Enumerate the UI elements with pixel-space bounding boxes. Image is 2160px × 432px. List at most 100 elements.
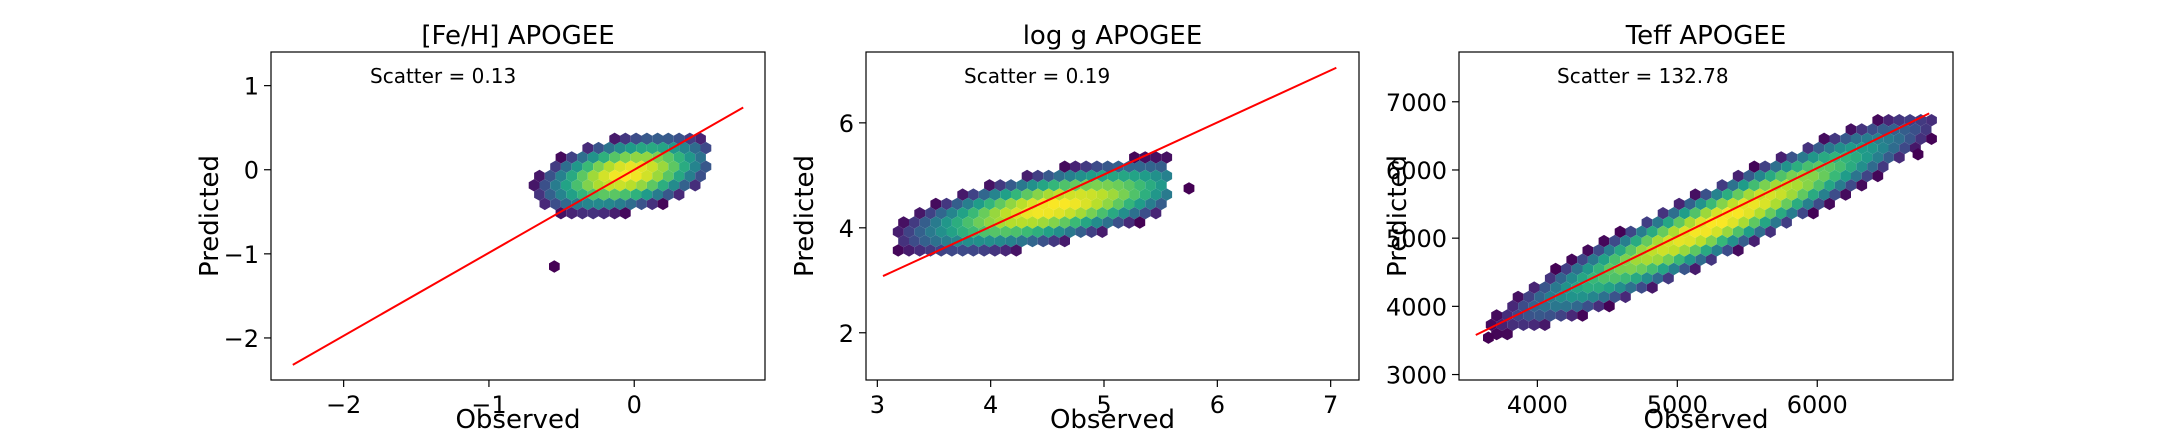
- hexbin-cell: [587, 151, 599, 164]
- hexbin-cell: [625, 179, 637, 192]
- x-axis-label: Observed: [1050, 405, 1175, 432]
- hexbin-cell: [609, 188, 620, 201]
- hexbin-cell: [1150, 151, 1162, 164]
- hexbin-cell: [1893, 151, 1905, 164]
- hexbin-cell: [593, 197, 604, 211]
- hexbin-cell: [1145, 179, 1156, 192]
- hexbin-cell: [1107, 207, 1119, 220]
- hexbin-cell: [1139, 207, 1151, 220]
- hexbin-cell: [1786, 188, 1798, 201]
- y-tick-label: 0: [244, 157, 259, 185]
- hexbin-cell: [534, 188, 545, 201]
- hexbin-cell: [1075, 207, 1087, 220]
- hexbin-cell: [1888, 141, 1900, 155]
- hexbin-cell: [1000, 207, 1011, 220]
- hexbin-cell: [951, 197, 963, 211]
- hexbin-cell: [1091, 216, 1103, 229]
- hexbin-cell: [935, 207, 947, 220]
- hexbin-cell: [603, 160, 615, 173]
- hexbin-cell: [1150, 188, 1162, 201]
- hexbin-cell: [1716, 179, 1728, 192]
- chart-title: log g APOGEE: [1023, 21, 1203, 51]
- hexbin-cell: [1689, 262, 1701, 276]
- hexbin-cell: [1743, 169, 1755, 183]
- hexbin-cell: [1856, 160, 1868, 173]
- hexbin-cell: [898, 216, 909, 229]
- hexbin-cell: [550, 197, 561, 211]
- hexbin-cell: [679, 141, 690, 155]
- hexbin-cell: [1716, 197, 1728, 211]
- hexbin-cell: [1684, 234, 1696, 248]
- hexbin-cell: [925, 207, 936, 220]
- hexbin-cell: [1754, 225, 1766, 238]
- hexbin-cell: [1016, 179, 1028, 192]
- hexbin-cell: [614, 179, 626, 192]
- hexbin-cell: [1630, 272, 1642, 285]
- hexbin-cell: [1775, 188, 1787, 201]
- hexbin-cell: [1711, 244, 1723, 257]
- hexbin-cell: [1129, 151, 1140, 164]
- hexbin-cell: [1625, 262, 1637, 276]
- hexbin-cell: [957, 207, 968, 220]
- hexbin-cell: [1048, 197, 1060, 211]
- hexbin-cell: [598, 207, 610, 220]
- hexbin-cell: [636, 141, 647, 155]
- hexbin-cell: [1770, 216, 1782, 229]
- hexbin-cell: [646, 141, 658, 155]
- hexbin-cell: [609, 207, 620, 220]
- hexbin-cell: [1797, 151, 1808, 164]
- scatter-annotation: Scatter = 0.13: [370, 64, 516, 88]
- hexbin-outlier: [1912, 148, 1924, 161]
- hexbin-cell: [1738, 234, 1749, 248]
- hexbin-cell: [914, 207, 926, 220]
- hexbin-cell: [1139, 169, 1151, 183]
- hexbin-cell: [1684, 253, 1696, 266]
- hexbin-cell: [1577, 290, 1588, 304]
- hexbin-cell: [1593, 244, 1604, 257]
- hexbin-cell: [1512, 290, 1524, 304]
- hexbin-cell: [598, 188, 610, 201]
- hexbin-cell: [1829, 188, 1841, 201]
- hexbin-cell: [582, 141, 594, 155]
- hexbin-cell: [1668, 207, 1680, 220]
- y-tick-label: 7000: [1386, 89, 1447, 117]
- hexbin-cell: [1700, 244, 1712, 257]
- hexbin-cell: [1571, 262, 1583, 276]
- hexbin-cell: [1145, 160, 1156, 173]
- hexbin-cell: [978, 244, 990, 257]
- hexbin-cell: [1646, 262, 1658, 276]
- hexbin-cell: [603, 197, 615, 211]
- hexbin-cell: [1502, 327, 1513, 341]
- x-tick-label: 6: [1210, 391, 1225, 419]
- hexbin-cell: [1727, 234, 1739, 248]
- hexbin-cell: [1641, 272, 1653, 285]
- hexbin-cell: [1856, 123, 1868, 136]
- hexbin-cell: [1673, 197, 1685, 211]
- hexbin-cell: [1727, 216, 1739, 229]
- hexbin-cell: [1544, 309, 1556, 322]
- hexbin-cell: [1064, 207, 1076, 220]
- hexbin-cell: [609, 132, 620, 145]
- hexbin-cell: [587, 169, 599, 183]
- panel-1: −2 −1 0 −2 −1 0 1 [Fe/H] APOGEE Observed Predicte…: [195, 21, 766, 432]
- hexbin-cell: [994, 197, 1006, 211]
- hexbin-cell: [1646, 281, 1658, 294]
- hexbin-cell: [941, 216, 952, 229]
- hexbin-cell: [962, 197, 974, 211]
- hexbin-cell: [946, 225, 958, 238]
- hexbin-cell: [1872, 169, 1884, 183]
- hexbin-cell: [1899, 141, 1910, 155]
- hexbin-outlier: [549, 260, 560, 273]
- hexbin-cell: [1032, 207, 1044, 220]
- hexbin-cell: [582, 197, 594, 211]
- hexbin-cell: [1091, 197, 1103, 211]
- hexbin-cell: [582, 179, 594, 192]
- hexbin-cell: [1491, 309, 1502, 322]
- hexbin-cell: [1086, 188, 1097, 201]
- hexbin-cell: [1070, 216, 1081, 229]
- hexbin-outlier: [1183, 182, 1195, 195]
- hexbin-cell: [1528, 281, 1540, 294]
- hexbin-cell: [1102, 216, 1113, 229]
- hexbin-cell: [1523, 309, 1535, 322]
- hexbin-cell: [1598, 290, 1610, 304]
